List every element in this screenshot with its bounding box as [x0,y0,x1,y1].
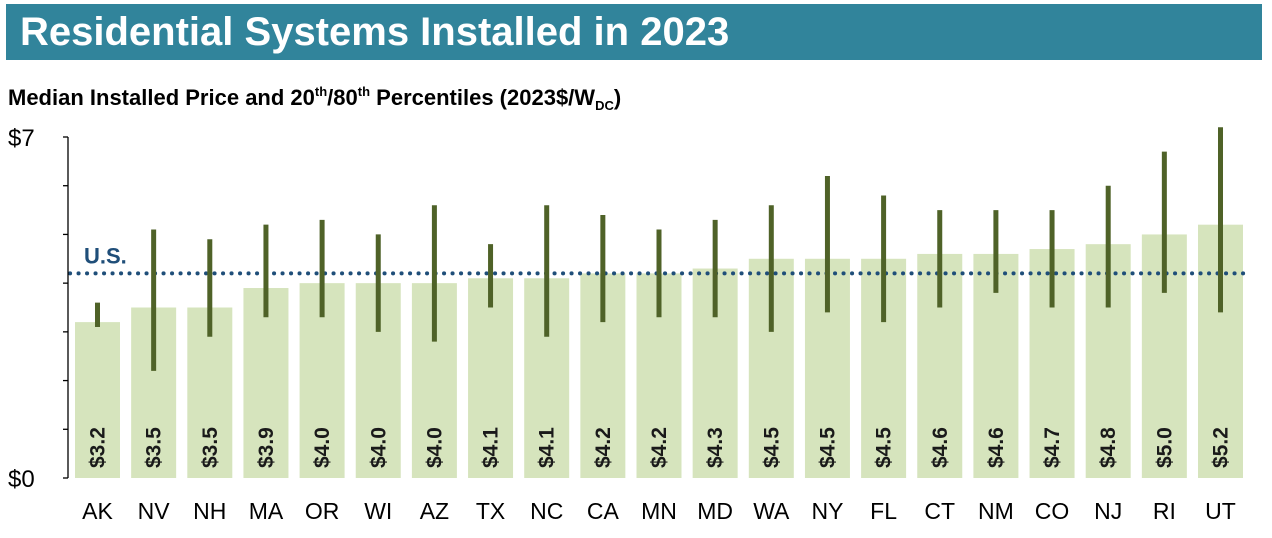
data-label: $4.2 [592,427,615,468]
x-tick-label: AZ [420,498,449,524]
bar [243,288,289,478]
data-label: $4.3 [704,427,727,468]
data-label: $5.0 [1153,427,1176,468]
data-label: $4.5 [873,427,896,468]
data-label: $4.0 [311,427,334,468]
x-tick-label: OR [305,498,340,524]
x-tick-label: WA [753,498,790,524]
subtitle-close-paren: ) [613,85,622,110]
x-tick-label: FL [870,498,897,524]
x-tick-label: CO [1035,498,1070,524]
subtitle-text-middle: /80 [327,85,358,110]
x-tick-label: CA [587,498,620,524]
data-label: $4.1 [536,427,559,468]
x-tick-label: TX [476,498,505,524]
data-label: $4.1 [480,427,503,468]
chart-subtitle: Median Installed Price and 20th/80th Per… [8,84,621,112]
subtitle-text-start: Median Installed Price and 20 [8,85,315,110]
data-label: $4.2 [648,427,671,468]
data-label: $4.6 [985,427,1008,468]
subtitle-subscript: DC [595,98,614,113]
x-tick-label: NY [811,498,843,524]
x-tick-label: NJ [1094,498,1122,524]
subtitle-text-end: Percentiles (2023$/W [370,85,596,110]
title-banner: Residential Systems Installed in 2023 [6,4,1262,60]
x-tick-label: CT [924,498,955,524]
x-tick-label: NM [978,498,1014,524]
us-reference-label: U.S. [84,243,127,268]
data-label: $3.2 [87,427,110,468]
bar [468,278,514,478]
y-tick-label: $7 [8,125,35,152]
data-label: $3.5 [199,427,222,468]
x-tick-label: UT [1205,498,1236,524]
data-label: $3.5 [143,427,166,468]
x-tick-label: AK [82,498,113,524]
subtitle-superscript-1: th [314,84,328,99]
x-tick-label: NC [530,498,563,524]
x-tick-label: NV [138,498,171,524]
bar [75,322,120,478]
x-tick-label: MN [641,498,677,524]
x-tick-label: NH [193,498,226,524]
data-label: $4.0 [367,427,390,468]
data-label: $4.8 [1097,427,1120,468]
x-tick-label: MD [697,498,733,524]
x-tick-label: RI [1153,498,1176,524]
data-label: $3.9 [255,427,278,468]
chart-title: Residential Systems Installed in 2023 [20,10,730,54]
data-label: $4.7 [1041,427,1064,468]
x-tick-label: WI [364,498,392,524]
data-label: $5.2 [1210,427,1233,468]
data-label: $4.5 [760,427,783,468]
data-label: $4.0 [423,427,446,468]
subtitle-superscript-2: th [357,84,371,99]
data-label: $4.6 [929,427,952,468]
y-tick-label: $0 [8,466,35,493]
data-label: $4.5 [816,427,839,468]
x-tick-label: MA [249,498,284,524]
